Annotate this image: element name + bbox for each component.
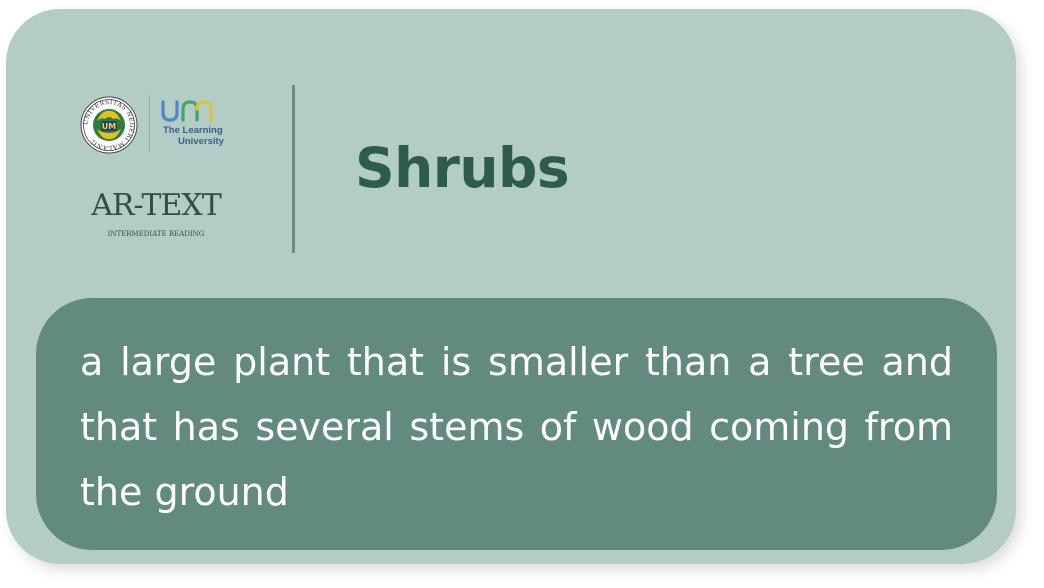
seal-badge: UM: [102, 122, 116, 131]
definition-panel: a large plant that is smaller than a tre…: [36, 298, 997, 550]
um-tagline: The Learning University: [163, 125, 224, 147]
definition-text: a large plant that is smaller than a tre…: [80, 340, 953, 514]
header-divider: [292, 85, 295, 253]
brand-subtitle: INTERMEDIATE READING: [107, 230, 205, 238]
logo-divider: [149, 95, 150, 152]
university-seal-logo: UNIVERSITAS NEGERI MALANG UM: [80, 96, 138, 154]
um-logo: [161, 100, 213, 122]
um-tagline-line2: University: [178, 136, 224, 147]
logo-area: UNIVERSITAS NEGERI MALANG UM The Learnin…: [72, 85, 240, 245]
flashcard: UNIVERSITAS NEGERI MALANG UM The Learnin…: [6, 9, 1016, 564]
um-tagline-line1: The Learning: [163, 125, 223, 136]
brand-title: AR-TEXT: [91, 188, 222, 223]
vocabulary-word: Shrubs: [355, 136, 570, 200]
